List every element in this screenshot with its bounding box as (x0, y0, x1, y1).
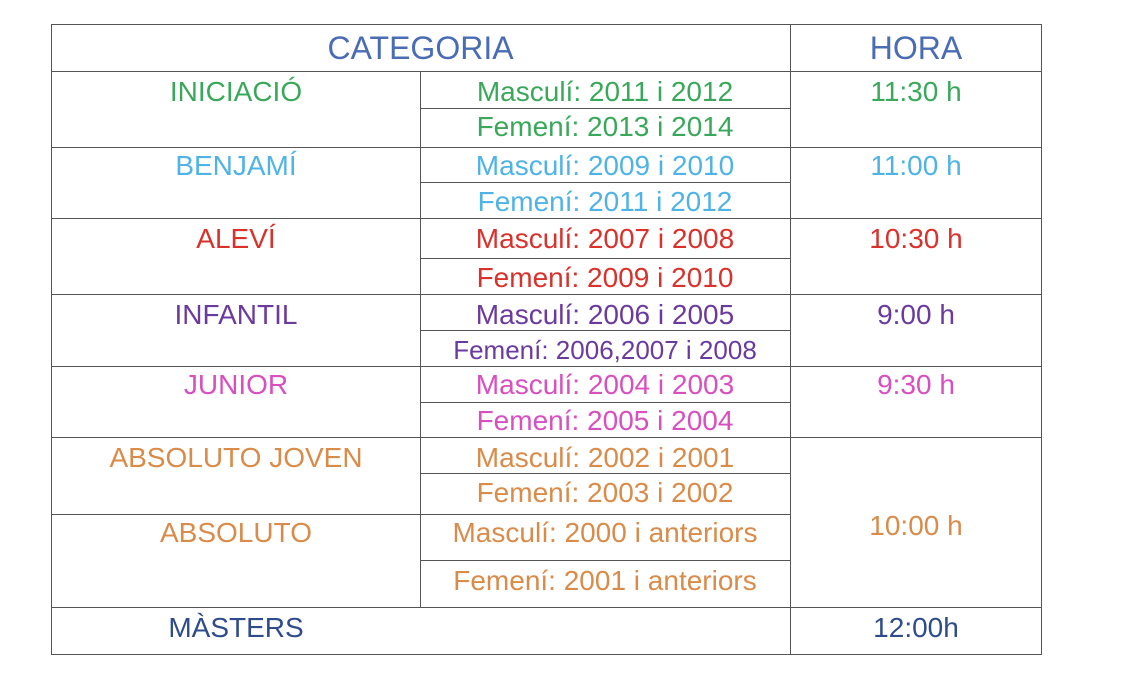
column-divider-subcategory (420, 71, 421, 607)
category-masters: MÀSTERS (168, 612, 304, 643)
row-divider (51, 437, 791, 438)
subrow-divider (420, 473, 790, 474)
subrow-divider (420, 514, 790, 515)
category-infantil: INFANTIL (174, 299, 298, 330)
subrow-divider (420, 402, 790, 403)
absoluto-hora: 10:00 h (869, 510, 963, 541)
iniciacio-femeni: Femení: 2013 i 2014 (476, 111, 734, 142)
row-divider (51, 607, 1042, 608)
infantil-femeni: Femení: 2006,2007 i 2008 (453, 335, 757, 365)
subrow-divider (420, 182, 790, 183)
infantil-hora: 9:00 h (877, 299, 955, 330)
category-junior: JUNIOR (183, 369, 289, 400)
category-absoluto-joven: ABSOLUTO JOVEN (109, 442, 363, 473)
subrow-divider (420, 258, 790, 259)
junior-femeni: Femení: 2005 i 2004 (476, 405, 734, 436)
schedule-table (51, 24, 1042, 655)
iniciacio-hora: 11:30 h (870, 76, 962, 107)
benjami-femeni: Femení: 2011 i 2012 (477, 186, 733, 217)
row-divider (51, 366, 1042, 367)
row-divider (51, 218, 1042, 219)
alevi-masculi: Masculí: 2007 i 2008 (475, 223, 735, 254)
category-iniciacio: INICIACIÓ (169, 76, 303, 107)
junior-masculi: Masculí: 2004 i 2003 (475, 369, 735, 400)
infantil-masculi: Masculí: 2006 i 2005 (475, 299, 735, 330)
header-categoria: CATEGORIA (327, 30, 514, 66)
absoluto-joven-femeni: Femení: 2003 i 2002 (476, 477, 734, 508)
category-absoluto: ABSOLUTO (160, 517, 312, 548)
header-hora: HORA (869, 30, 963, 66)
absoluto-masculi: Masculí: 2000 i anteriors (452, 517, 758, 548)
category-benjami: BENJAMÍ (175, 150, 297, 181)
row-divider (51, 71, 1042, 72)
benjami-masculi: Masculí: 2009 i 2010 (475, 150, 735, 181)
masters-hora: 12:00h (873, 612, 959, 643)
row-divider (51, 147, 1042, 148)
subrow-divider (420, 108, 790, 109)
iniciacio-masculi: Masculí: 2011 i 2012 (476, 76, 734, 107)
category-alevi: ALEVÍ (196, 223, 276, 254)
absoluto-femeni: Femení: 2001 i anteriors (453, 565, 757, 596)
row-divider (790, 437, 1042, 438)
column-divider-hora (790, 24, 791, 655)
alevi-femeni: Femení: 2009 i 2010 (476, 262, 734, 293)
junior-hora: 9:30 h (877, 369, 955, 400)
subrow-divider (420, 560, 790, 561)
row-divider (51, 514, 421, 515)
absoluto-joven-masculi: Masculí: 2002 i 2001 (475, 442, 735, 473)
benjami-hora: 11:00 h (870, 150, 962, 181)
alevi-hora: 10:30 h (869, 223, 963, 254)
subrow-divider (420, 330, 790, 331)
row-divider (51, 294, 1042, 295)
